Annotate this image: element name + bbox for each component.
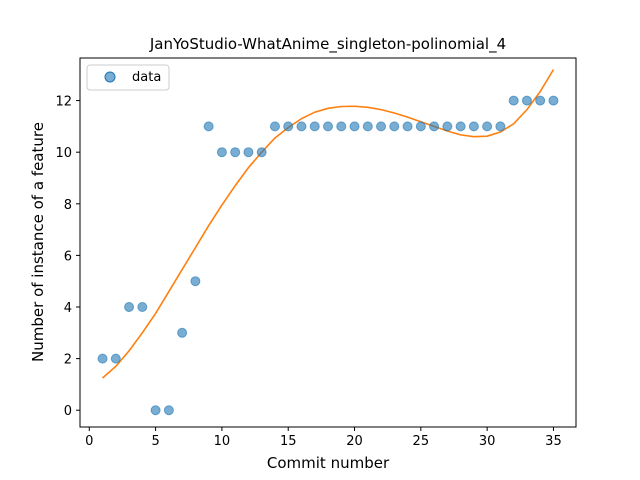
data-point xyxy=(309,121,320,132)
data-point xyxy=(190,276,201,287)
legend-label-data: data xyxy=(132,70,161,85)
data-point xyxy=(402,121,413,132)
data-point xyxy=(442,121,453,132)
data-point xyxy=(429,121,440,132)
data-point xyxy=(283,121,294,132)
data-point xyxy=(163,405,174,416)
x-tick-label: 10 xyxy=(214,434,231,449)
data-point xyxy=(110,353,121,364)
x-tick-label: 20 xyxy=(346,434,363,449)
data-point xyxy=(508,95,519,106)
y-tick-label: 0 xyxy=(64,404,72,419)
data-point xyxy=(296,121,307,132)
data-point xyxy=(548,95,559,106)
data-point xyxy=(124,302,135,313)
x-tick-label: 35 xyxy=(545,434,562,449)
data-point xyxy=(269,121,280,132)
data-point xyxy=(230,147,241,158)
y-tick-label: 8 xyxy=(64,198,72,213)
data-point xyxy=(336,121,347,132)
data-point xyxy=(216,147,227,158)
data-point xyxy=(362,121,373,132)
data-point xyxy=(349,121,360,132)
data-point xyxy=(468,121,479,132)
data-point xyxy=(535,95,546,106)
y-tick-label: 2 xyxy=(64,353,72,368)
legend-box xyxy=(86,64,170,91)
legend-marker-data xyxy=(104,71,116,83)
y-tick-label: 10 xyxy=(55,146,72,161)
x-tick-label: 25 xyxy=(413,434,430,449)
data-point xyxy=(521,95,532,106)
x-axis-label: Commit number xyxy=(267,454,390,472)
data-point xyxy=(256,147,267,158)
x-axis-ticks: 0 5 10 15 20 25 30 35 xyxy=(85,427,562,449)
data-point xyxy=(455,121,466,132)
y-axis-ticks: 0 2 4 6 8 10 12 xyxy=(55,95,80,419)
chart-title: JanYoStudio-WhatAnime_singleton-polinomi… xyxy=(149,35,506,54)
x-tick-label: 30 xyxy=(479,434,496,449)
data-point xyxy=(150,405,161,416)
data-point xyxy=(203,121,214,132)
y-axis-label: Number of instance of a feature xyxy=(29,122,47,362)
data-point xyxy=(137,302,148,313)
plot-frame xyxy=(79,57,577,428)
x-tick-label: 15 xyxy=(280,434,297,449)
y-tick-label: 12 xyxy=(55,95,72,110)
data-point xyxy=(495,121,506,132)
data-point xyxy=(389,121,400,132)
polynomial-fit-line xyxy=(102,69,555,379)
y-tick-label: 4 xyxy=(64,301,72,316)
data-point xyxy=(243,147,254,158)
fit-line-layer xyxy=(102,69,555,379)
x-tick-label: 0 xyxy=(85,434,93,449)
x-tick-label: 5 xyxy=(151,434,159,449)
data-point xyxy=(97,353,108,364)
data-point xyxy=(415,121,426,132)
data-point xyxy=(482,121,493,132)
y-tick-label: 6 xyxy=(64,249,72,264)
data-points-layer xyxy=(97,95,559,416)
data-point xyxy=(177,327,188,338)
data-point xyxy=(376,121,387,132)
legend: data xyxy=(86,64,170,91)
data-point xyxy=(323,121,333,132)
